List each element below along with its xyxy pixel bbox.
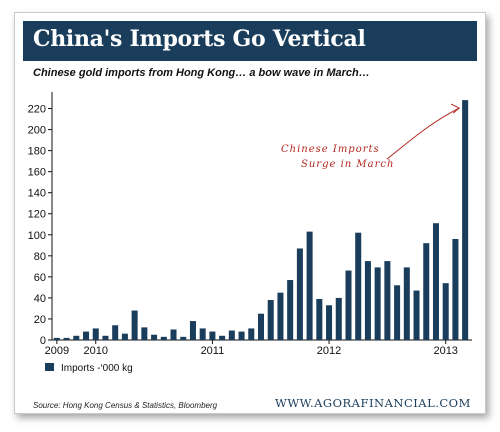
bar [403, 267, 410, 340]
bar [326, 305, 333, 340]
bar [452, 238, 459, 340]
y-tick-label: 40 [34, 293, 46, 305]
bar [121, 333, 128, 340]
chart-subtitle: Chinese gold imports from Hong Kong… a b… [33, 67, 370, 79]
bar [112, 325, 119, 340]
legend-label: Imports -‘000 kg [61, 363, 133, 374]
bar [228, 330, 235, 340]
annotation-arrow [386, 107, 460, 160]
bar [219, 335, 226, 340]
bar [335, 297, 342, 340]
bar [160, 336, 167, 340]
bar [345, 270, 352, 340]
y-tick-label: 100 [28, 230, 46, 242]
bar [267, 300, 274, 340]
bar [257, 313, 265, 340]
bar [63, 337, 70, 340]
bar [180, 336, 187, 340]
bar [151, 334, 158, 340]
y-tick-label: 80 [34, 251, 46, 263]
x-tick-label: 2013 [433, 345, 457, 357]
brand-url: WWW.AGORAFINANCIAL.COM [275, 396, 471, 410]
y-tick-label: 160 [28, 167, 46, 179]
bar [141, 327, 148, 340]
chart-card: China's Imports Go Vertical Chinese gold… [14, 12, 486, 414]
bar [92, 328, 99, 340]
bar [277, 292, 284, 340]
bar [394, 285, 401, 340]
bar [462, 100, 469, 341]
bar [423, 243, 430, 340]
bar [355, 232, 362, 340]
y-tick-label: 0 [40, 335, 46, 347]
y-tick-label: 20 [34, 314, 46, 326]
title-banner: China's Imports Go Vertical [23, 21, 477, 61]
annotation-line-2: Surge in March [301, 159, 394, 170]
y-tick-label: 140 [28, 188, 46, 200]
bar [102, 335, 109, 340]
y-tick-label: 180 [28, 146, 46, 158]
x-tick-label: 2012 [317, 345, 341, 357]
bar [442, 283, 449, 340]
bar [248, 328, 255, 340]
bar-chart: 0 20 40 60 80 100 120 140 160 180 200 220 2009 2010 20… [28, 92, 472, 374]
y-tick-label: 120 [28, 209, 46, 221]
bar [238, 331, 245, 340]
bar [296, 248, 303, 340]
bar [306, 231, 313, 340]
y-tick-label: 60 [34, 272, 46, 284]
bar [189, 321, 196, 340]
bar [413, 290, 420, 340]
bar [209, 331, 216, 340]
bar [131, 310, 138, 340]
x-tick-label: 2011 [201, 345, 225, 357]
bar [374, 267, 381, 340]
source-note: Source: Hong Kong Census & Statistics, B… [33, 401, 218, 410]
bar [170, 329, 177, 340]
x-tick-label: 2010 [84, 345, 108, 357]
bar [73, 335, 80, 340]
y-tick-label: 200 [28, 125, 46, 137]
bar [432, 223, 439, 340]
annotation-arrowhead [450, 103, 461, 114]
annotation-line-1: Chinese Imports [281, 144, 380, 155]
bar [287, 280, 294, 340]
bar [384, 261, 391, 340]
bar [53, 337, 60, 340]
page-title: China's Imports Go Vertical [33, 26, 366, 52]
bar [199, 328, 206, 340]
bar [316, 298, 323, 340]
legend-swatch [45, 363, 54, 371]
y-tick-label: 220 [28, 104, 46, 116]
bar [83, 331, 90, 340]
x-tick-label: 2009 [45, 345, 69, 357]
bar [364, 261, 371, 340]
